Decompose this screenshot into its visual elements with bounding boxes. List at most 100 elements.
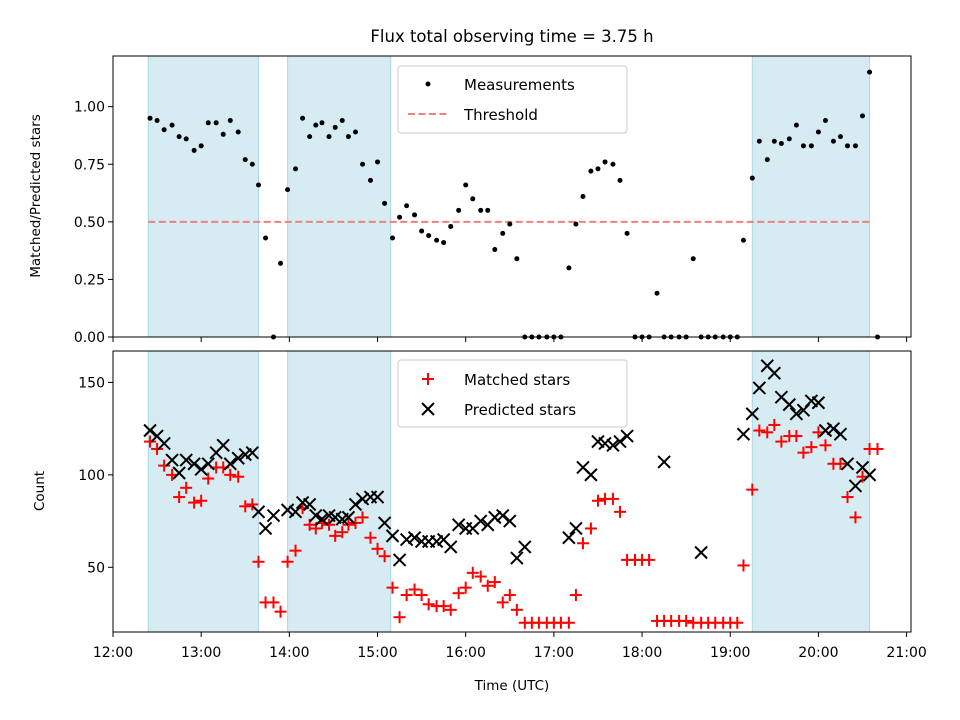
measurement-point	[285, 187, 291, 193]
measurement-point	[595, 166, 601, 172]
x-stroke	[745, 407, 759, 421]
matched-stars-point	[444, 603, 457, 616]
x-stroke	[328, 510, 342, 525]
matched-stars-point	[364, 531, 377, 544]
predicted-stars-point	[833, 427, 848, 441]
matched-stars-point	[246, 498, 259, 511]
x-stroke	[562, 531, 576, 545]
matched-stars-point	[158, 459, 171, 472]
x-stroke	[736, 427, 751, 441]
measurement-point	[227, 117, 233, 123]
predicted-stars-point	[216, 438, 230, 452]
predicted-stars-point	[280, 503, 295, 517]
bottom-y-axis: 50 100 150	[78, 375, 113, 576]
measurement-point	[815, 129, 821, 135]
matched-stars-point	[267, 596, 280, 609]
predicted-stars-point	[826, 421, 841, 436]
matched-stars-point	[614, 505, 627, 518]
predicted-stars-point	[451, 518, 466, 532]
measurement-point	[242, 157, 248, 163]
measurement-point	[830, 138, 836, 144]
matched-stars-point	[576, 537, 589, 550]
matched-stars-point	[503, 589, 516, 602]
x-stroke	[598, 436, 612, 451]
matched-stars-point	[841, 491, 854, 504]
matched-stars-point	[849, 511, 862, 524]
x-stroke	[804, 394, 819, 408]
predicted-stars-point	[503, 514, 517, 528]
matched-stars-point	[834, 457, 847, 470]
measurement-point	[397, 214, 403, 220]
measurement-point	[610, 161, 616, 167]
predicted-stars-point	[165, 453, 179, 467]
measurement-point	[390, 235, 396, 241]
predicted-stars-point	[657, 455, 671, 469]
shaded-interval	[287, 350, 392, 633]
shaded-interval	[751, 350, 871, 633]
matched-stars-point	[393, 611, 406, 624]
x-stroke	[760, 359, 774, 373]
measurement-point	[778, 141, 784, 147]
matched-stars-point	[797, 446, 810, 459]
x-stroke	[315, 512, 329, 526]
x-stroke	[385, 529, 400, 543]
measurement-point	[867, 69, 873, 75]
count-points	[143, 359, 884, 629]
measurement-point	[367, 177, 373, 183]
predicted-stars-point	[694, 545, 708, 560]
x-tick-label: 20:00	[798, 645, 838, 661]
x-stroke	[510, 551, 524, 565]
legend-matched-label: Matched stars	[464, 371, 570, 389]
measurement-point	[249, 161, 255, 167]
y-tick-label: 150	[78, 375, 105, 391]
measurement-point	[382, 200, 388, 206]
x-stroke	[280, 503, 295, 517]
predicted-stars-point	[187, 457, 201, 471]
measurement-point	[412, 212, 418, 218]
x-stroke	[341, 510, 356, 525]
measurement-point	[278, 260, 284, 266]
x-tick-label: 21:00	[886, 645, 926, 661]
x-stroke	[143, 423, 157, 438]
predicted-stars-point	[392, 553, 407, 567]
predicted-stars-point	[848, 479, 863, 493]
shaded-regions	[147, 350, 871, 633]
legend-predicted-label: Predicted stars	[464, 401, 576, 419]
x-tick-label: 19:00	[710, 645, 750, 661]
matched-stars-point	[400, 589, 413, 602]
measurement-point	[749, 175, 755, 181]
x-stroke	[473, 514, 488, 528]
shaded-interval	[147, 350, 259, 633]
x-stroke	[496, 508, 510, 523]
y-tick-label: 100	[78, 468, 105, 484]
measurement-point	[300, 115, 306, 121]
x-stroke	[231, 451, 245, 465]
predicted-stars-point	[606, 438, 620, 452]
measurement-point	[566, 265, 572, 271]
matched-stars-point	[775, 435, 788, 448]
x-stroke	[251, 505, 266, 519]
measurement-point	[514, 256, 520, 262]
measurement-point	[764, 157, 770, 163]
measurement-point	[624, 230, 630, 236]
matched-stars-point	[180, 481, 193, 494]
predicted-stars-point	[745, 407, 759, 421]
predicted-stars-point	[488, 510, 502, 525]
x-stroke	[407, 531, 422, 545]
measurement-point	[441, 240, 447, 246]
measurement-point	[808, 143, 814, 149]
matched-stars-point	[371, 542, 384, 555]
measurement-point	[191, 147, 197, 153]
x-stroke	[194, 462, 208, 477]
predicted-stars-point	[179, 453, 193, 467]
measurement-point	[220, 131, 226, 137]
x-stroke	[591, 434, 605, 449]
predicted-stars-point	[385, 529, 400, 543]
x-tick-label: 17:00	[534, 645, 574, 661]
predicted-stars-point	[752, 381, 767, 395]
measurement-point	[793, 122, 799, 128]
x-stroke	[488, 510, 502, 525]
top-plot-frame	[112, 55, 912, 338]
matched-stars-point	[232, 470, 245, 483]
